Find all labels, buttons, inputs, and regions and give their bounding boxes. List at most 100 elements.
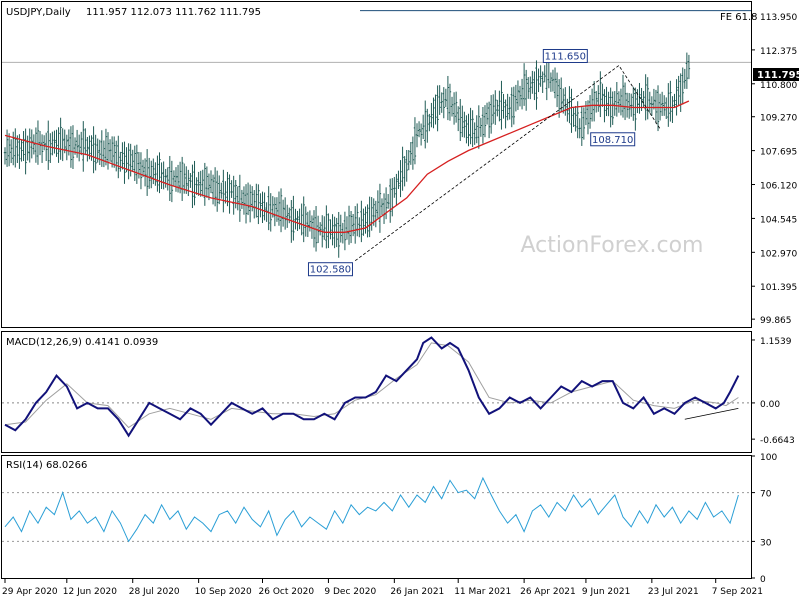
watermark: ActionForex.com xyxy=(521,233,704,258)
candle xyxy=(32,134,36,155)
candle xyxy=(601,83,604,107)
candle xyxy=(440,92,443,113)
candle xyxy=(506,93,509,121)
candle xyxy=(69,126,73,168)
candle xyxy=(430,102,433,128)
macd-line xyxy=(4,336,740,438)
candle xyxy=(362,208,365,236)
candle xyxy=(555,72,559,108)
candle xyxy=(475,115,478,144)
candle xyxy=(183,163,186,194)
candle xyxy=(592,81,596,122)
rsi-axis-label: 0 xyxy=(760,575,766,585)
candle xyxy=(248,184,252,223)
candle xyxy=(86,136,89,162)
candle xyxy=(349,211,353,244)
candle xyxy=(59,117,62,160)
candle xyxy=(42,135,46,151)
candle xyxy=(508,96,511,120)
rsi-panel-frame xyxy=(1,455,752,579)
candle xyxy=(463,111,466,138)
macd-axis-label: 0.00 xyxy=(760,400,780,410)
x-axis-label: 23 Jul 2021 xyxy=(648,587,699,597)
swing-label-text: 102.580 xyxy=(310,265,351,276)
candle xyxy=(238,174,242,222)
candle xyxy=(374,200,377,228)
candle xyxy=(673,93,676,108)
swing-label-111.650: 111.650 xyxy=(542,48,588,63)
candle xyxy=(535,60,538,110)
rsi-line xyxy=(4,476,739,543)
candle xyxy=(273,197,277,227)
candle xyxy=(28,128,31,163)
candle xyxy=(415,123,419,148)
candle xyxy=(158,152,161,194)
swing-label-box xyxy=(542,48,588,63)
candle xyxy=(24,128,27,175)
rsi-axis-label: 30 xyxy=(760,538,772,548)
rsi-axis-label: 70 xyxy=(760,490,772,500)
candle xyxy=(483,105,487,138)
candle xyxy=(125,147,128,173)
candle xyxy=(277,191,281,226)
candle xyxy=(26,135,29,161)
candle xyxy=(242,186,246,215)
price-axis-label: 113.950 xyxy=(760,13,797,23)
candle xyxy=(619,88,623,116)
swing-label-108.710: 108.710 xyxy=(590,132,636,147)
candle xyxy=(119,151,122,172)
candle xyxy=(65,134,68,161)
candle xyxy=(492,94,495,124)
x-axis-label: 28 Jul 2020 xyxy=(129,587,180,597)
candle xyxy=(215,170,219,212)
candle xyxy=(370,197,373,231)
candle xyxy=(84,128,87,156)
candle xyxy=(133,145,136,182)
candle xyxy=(279,188,283,233)
candle xyxy=(500,80,503,130)
rsi-axis-label: 100 xyxy=(760,453,777,463)
candle xyxy=(172,170,176,187)
candle xyxy=(539,65,542,87)
candle xyxy=(325,205,328,249)
macd-layer: 1.1539 0.00 -0.6643 xyxy=(2,336,795,446)
candle xyxy=(354,206,357,244)
price-axis-label: 102.970 xyxy=(760,249,797,259)
candle xyxy=(327,213,330,249)
candle xyxy=(143,158,147,187)
candle xyxy=(469,107,472,145)
macd-panel-title: MACD(12,26,9) 0.4141 0.0939 xyxy=(6,337,158,348)
candle xyxy=(520,78,524,110)
candle xyxy=(516,80,520,110)
price-axis: 113.950 112.375 110.800 109.270 107.695 106.1… xyxy=(751,13,797,326)
candle xyxy=(572,107,575,127)
candle xyxy=(522,63,526,106)
candle xyxy=(514,84,518,112)
candle xyxy=(473,122,476,145)
candle xyxy=(191,164,194,209)
candle xyxy=(685,52,689,89)
candle xyxy=(644,74,647,121)
candle xyxy=(611,91,614,125)
candle xyxy=(197,171,200,196)
candle xyxy=(634,87,637,131)
candle xyxy=(494,90,497,125)
candle xyxy=(580,106,583,146)
candle xyxy=(123,141,126,184)
candle xyxy=(51,131,54,156)
fe-label: FE 61.8 xyxy=(720,12,758,23)
x-axis-label: 26 Oct 2020 xyxy=(259,587,315,597)
x-axis-label: 9 Dec 2020 xyxy=(324,587,376,597)
candle xyxy=(82,121,85,172)
candle xyxy=(489,95,493,134)
candle xyxy=(166,167,169,191)
candle xyxy=(652,88,656,110)
candle xyxy=(55,129,58,157)
candle xyxy=(615,81,619,117)
candle xyxy=(195,177,198,195)
candle xyxy=(426,108,429,143)
candle xyxy=(213,167,217,207)
candle xyxy=(496,99,499,117)
x-axis-label: 29 Apr 2020 xyxy=(2,587,58,597)
candle xyxy=(386,193,390,209)
